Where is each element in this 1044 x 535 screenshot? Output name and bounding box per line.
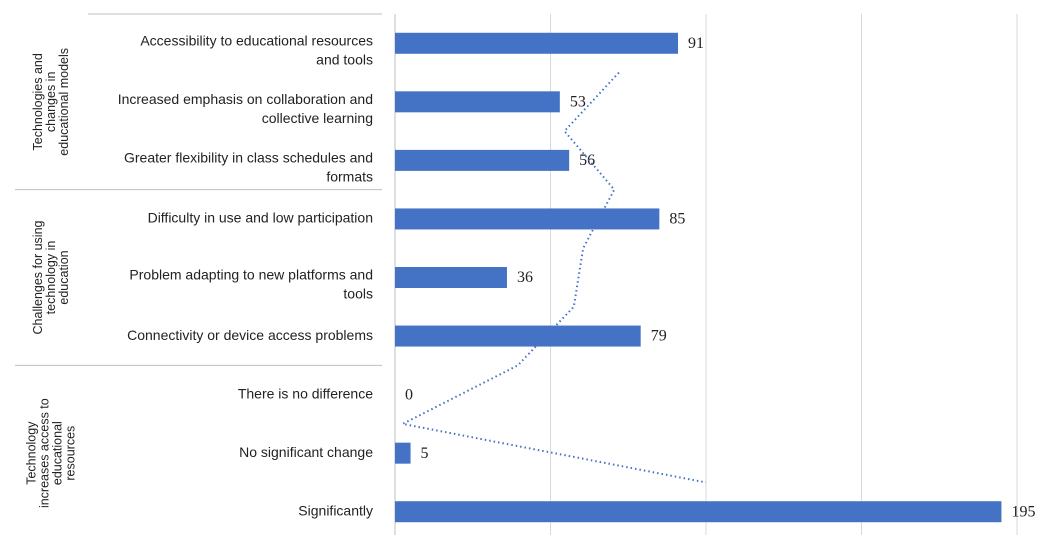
value-label: 56 (579, 152, 595, 169)
group-label-line: increases access to (38, 398, 52, 508)
category-label: formats (326, 169, 373, 185)
bar (395, 325, 641, 347)
group-label: Challenges for usingtechnology ineducati… (31, 220, 71, 334)
value-label: 195 (1011, 503, 1035, 520)
value-label: 36 (517, 269, 533, 286)
bar (395, 32, 679, 54)
bar (395, 91, 560, 113)
category-label: Increased emphasis on collaboration and (118, 91, 373, 107)
category-label: Difficulty in use and low participation (148, 210, 373, 226)
value-label: 91 (688, 35, 704, 52)
category-label: and tools (316, 51, 373, 67)
group-label-line: Technology (25, 421, 39, 485)
bar (395, 149, 570, 171)
category-label: Problem adapting to new platforms and (129, 267, 373, 283)
category-label: Greater flexibility in class schedules a… (124, 150, 373, 166)
group-label-line: education (57, 250, 71, 304)
bar (395, 501, 1002, 523)
category-label: Significantly (298, 502, 373, 518)
bar (395, 267, 507, 288)
value-label: 5 (421, 445, 429, 462)
group-label: Technologies andchanges ineducational mo… (31, 48, 71, 156)
bar (395, 442, 411, 464)
group-label-line: technology in (44, 241, 58, 315)
group-label-line: resources (64, 426, 78, 481)
value-label: 0 (405, 386, 413, 403)
value-label: 85 (669, 211, 685, 228)
group-label: Technologyincreases access toeducational… (25, 398, 78, 508)
category-label: There is no difference (238, 385, 373, 401)
category-label: No significant change (239, 444, 373, 460)
category-label: Accessibility to educational resources (140, 32, 373, 48)
category-label: Connectivity or device access problems (127, 327, 373, 343)
trendline (399, 71, 707, 484)
group-label-line: educational (51, 421, 65, 485)
value-label: 53 (570, 94, 586, 111)
group-label-line: Challenges for using (31, 220, 45, 334)
group-label-line: Technologies and (31, 53, 45, 150)
group-label-line: changes in (44, 72, 58, 133)
category-label: collective learning (262, 110, 373, 126)
category-label: tools (343, 286, 373, 302)
value-label: 79 (651, 328, 667, 345)
bar (395, 208, 660, 230)
group-label-line: educational models (57, 48, 71, 156)
